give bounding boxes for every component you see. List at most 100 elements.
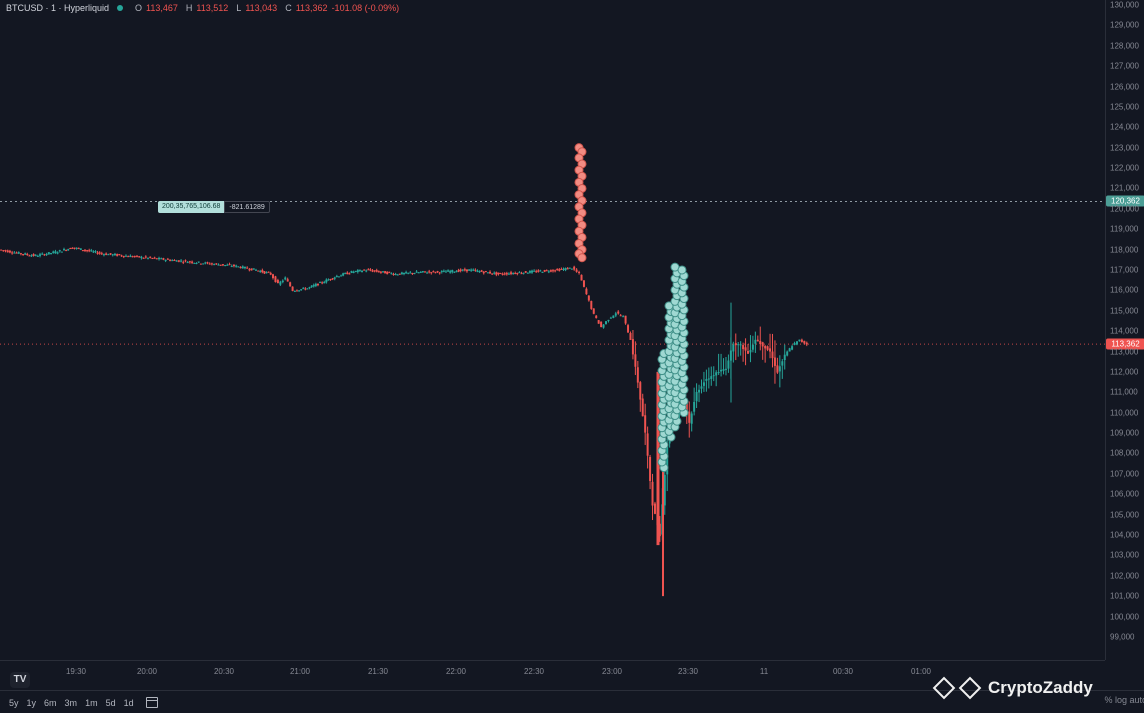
candle-body bbox=[94, 251, 97, 253]
candle-body bbox=[199, 263, 202, 265]
candle-body bbox=[535, 271, 538, 273]
range-1y-button[interactable]: 1y bbox=[26, 697, 37, 708]
candle-body bbox=[426, 272, 429, 274]
time-tick-label: 20:30 bbox=[213, 667, 235, 676]
candle-body bbox=[86, 250, 89, 252]
candle-body bbox=[451, 270, 454, 273]
market-status-icon bbox=[117, 5, 124, 11]
candle-body bbox=[213, 264, 216, 266]
candle-body bbox=[333, 277, 336, 279]
candle-body bbox=[489, 271, 492, 274]
candle-body bbox=[293, 290, 296, 292]
candle-body bbox=[352, 271, 355, 273]
time-tick-label: 11 bbox=[759, 667, 769, 676]
candle-body bbox=[528, 271, 531, 273]
candle-body bbox=[22, 254, 25, 256]
price-chart[interactable] bbox=[0, 0, 1105, 660]
range-5d-button[interactable]: 5d bbox=[105, 697, 116, 708]
line-label-delta: -821.61289 bbox=[224, 201, 270, 213]
candle-body bbox=[92, 251, 95, 253]
candle-body bbox=[552, 270, 555, 272]
candle-body bbox=[747, 351, 750, 354]
candle-body bbox=[77, 247, 80, 249]
candle-body bbox=[405, 272, 408, 274]
candle-body bbox=[514, 273, 517, 275]
candle-body bbox=[149, 256, 152, 258]
candle-body bbox=[421, 271, 424, 273]
symbol-title[interactable]: BTCUSD · 1 · Hyperliquid bbox=[6, 3, 110, 13]
candle-body bbox=[590, 301, 593, 309]
candle-body bbox=[261, 270, 264, 273]
range-1d-button[interactable]: 1d bbox=[123, 697, 134, 708]
price-tick-label: 124,000 bbox=[1110, 122, 1139, 132]
time-tick-label: 23:30 bbox=[677, 667, 699, 676]
horizontal-line-label[interactable]: 200,35,765,106.68 -821.61289 bbox=[158, 201, 270, 213]
candle-body bbox=[715, 372, 718, 376]
price-tick-label: 122,000 bbox=[1110, 163, 1139, 173]
range-5y-button[interactable]: 5y bbox=[9, 697, 19, 708]
candle-body bbox=[737, 344, 740, 346]
candle-body bbox=[400, 272, 403, 275]
candle-body bbox=[732, 344, 735, 352]
candle-body bbox=[133, 255, 136, 257]
tradingview-logo-icon[interactable]: TV bbox=[10, 672, 30, 688]
candle-body bbox=[237, 266, 240, 268]
candle-body bbox=[769, 348, 772, 352]
candle-body bbox=[335, 276, 338, 278]
candle-body bbox=[803, 340, 806, 344]
price-tick-label: 129,000 bbox=[1110, 20, 1139, 30]
current-price-badge: 113,362 bbox=[1106, 338, 1144, 350]
candle-body bbox=[39, 254, 42, 256]
candle-body bbox=[749, 349, 752, 353]
candle-body bbox=[419, 271, 422, 273]
candle-body bbox=[180, 260, 183, 262]
candle-body bbox=[329, 279, 332, 281]
candle-body bbox=[306, 288, 309, 290]
candle-body bbox=[342, 273, 345, 276]
watermark-diamond-icon bbox=[958, 676, 982, 700]
candle-body bbox=[512, 272, 515, 274]
candle-body bbox=[639, 382, 642, 400]
candle-body bbox=[641, 398, 644, 417]
candle-body bbox=[453, 271, 456, 273]
candle-body bbox=[474, 269, 477, 271]
candle-body bbox=[98, 252, 101, 254]
candle-body bbox=[60, 251, 63, 253]
candle-body bbox=[636, 367, 639, 383]
price-axis[interactable]: 120,362 113,362 130,000 129,000 128,000 127… bbox=[1105, 0, 1144, 660]
candle-body bbox=[88, 250, 91, 252]
candle-body bbox=[272, 274, 275, 279]
range-1m-button[interactable]: 1m bbox=[85, 697, 98, 708]
range-6m-button[interactable]: 6m bbox=[44, 697, 57, 708]
candle-body bbox=[47, 252, 50, 255]
candle-body bbox=[476, 270, 479, 272]
candle-body bbox=[219, 264, 222, 266]
candle-body bbox=[102, 254, 105, 256]
time-tick-label: 23:00 bbox=[601, 667, 623, 676]
candle-body bbox=[386, 271, 389, 275]
calendar-icon[interactable] bbox=[145, 697, 158, 708]
candle-body bbox=[430, 272, 433, 274]
candle-body bbox=[124, 255, 127, 257]
candle-body bbox=[204, 262, 207, 264]
candle-body bbox=[158, 257, 161, 260]
candle-body bbox=[771, 351, 774, 359]
close-value: 113,362 bbox=[295, 3, 328, 13]
candle-body bbox=[793, 342, 796, 346]
candle-body bbox=[459, 269, 462, 271]
candle-body bbox=[151, 258, 154, 260]
candle-body bbox=[304, 288, 307, 290]
candle-body bbox=[298, 290, 301, 292]
candle-body bbox=[173, 259, 176, 261]
range-3m-button[interactable]: 3m bbox=[64, 697, 78, 708]
candle-body bbox=[595, 315, 598, 319]
scale-options[interactable]: % log auto bbox=[1104, 695, 1144, 705]
price-tick-label: 112,000 bbox=[1110, 367, 1139, 377]
candle-body bbox=[250, 268, 253, 271]
candle-body bbox=[171, 260, 174, 262]
candle-body bbox=[653, 503, 656, 514]
candle-body bbox=[624, 315, 627, 324]
candle-body bbox=[800, 339, 803, 342]
time-axis[interactable]: 19:30 20:00 20:30 21:00 21:30 22:00 22:30 23:00… bbox=[0, 660, 1105, 691]
candle-body bbox=[788, 348, 791, 352]
